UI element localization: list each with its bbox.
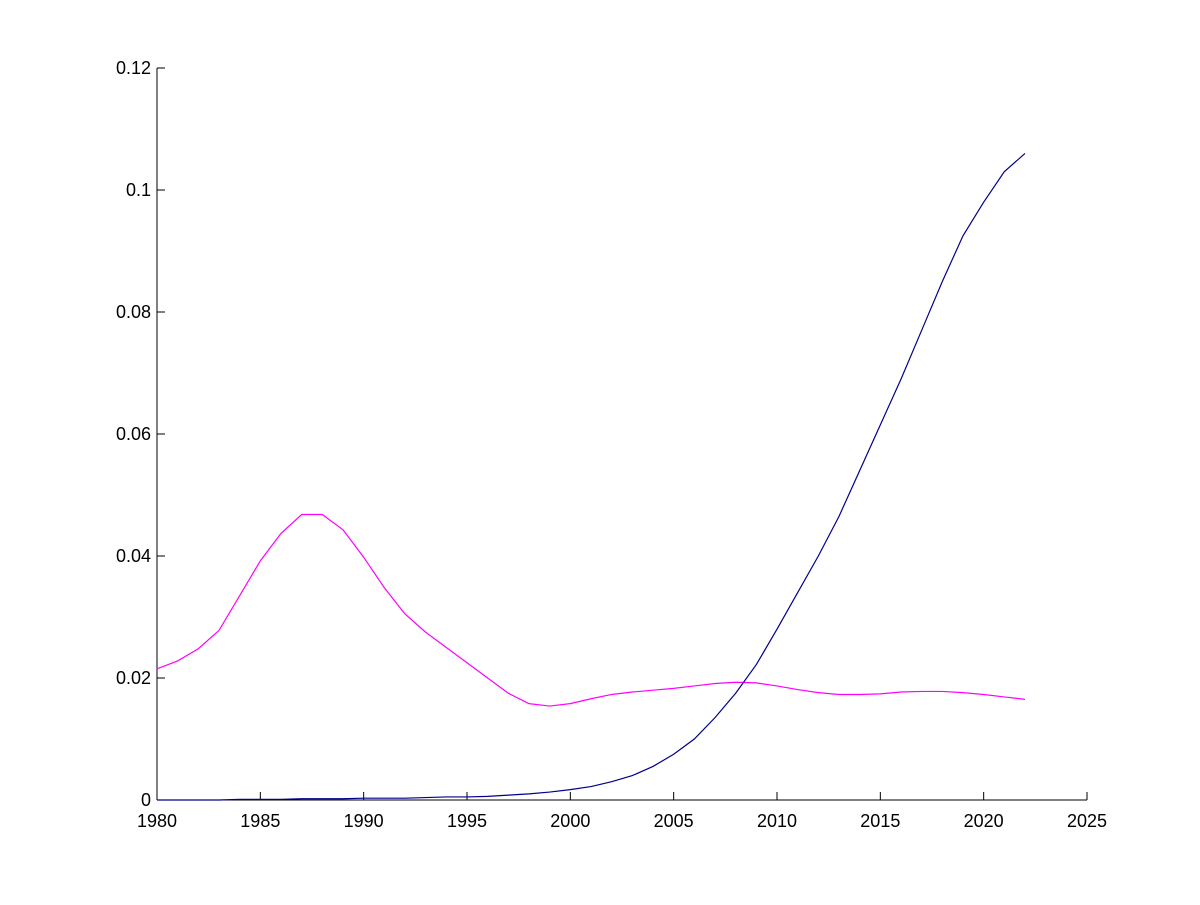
y-tick-label: 0.1 bbox=[126, 180, 151, 200]
x-tick-label: 2010 bbox=[757, 811, 797, 831]
y-tick-label: 0.02 bbox=[116, 668, 151, 688]
series-line-0 bbox=[156, 513, 1026, 707]
axes bbox=[156, 67, 1088, 801]
x-tick-label: 2000 bbox=[550, 811, 590, 831]
series-layer bbox=[156, 152, 1026, 801]
x-tick-label: 2005 bbox=[654, 811, 694, 831]
x-tick-label: 1995 bbox=[447, 811, 487, 831]
tick-labels: 1980 1985 1990 1995 2000 2005 2010 2015 2020 2025… bbox=[116, 58, 1107, 831]
x-tick-label: 2020 bbox=[964, 811, 1004, 831]
y-tick-label: 0 bbox=[141, 790, 151, 810]
x-tick-label: 2025 bbox=[1067, 811, 1107, 831]
x-tick-label: 1980 bbox=[137, 811, 177, 831]
x-tick-label: 2015 bbox=[860, 811, 900, 831]
series-line-1 bbox=[157, 152, 1026, 801]
y-tick-label: 0.04 bbox=[116, 546, 151, 566]
x-tick-label: 1990 bbox=[344, 811, 384, 831]
y-tick-label: 0.06 bbox=[116, 424, 151, 444]
y-tick-label: 0.08 bbox=[116, 302, 151, 322]
x-tick-label: 1985 bbox=[240, 811, 280, 831]
y-tick-label: 0.12 bbox=[116, 58, 151, 78]
